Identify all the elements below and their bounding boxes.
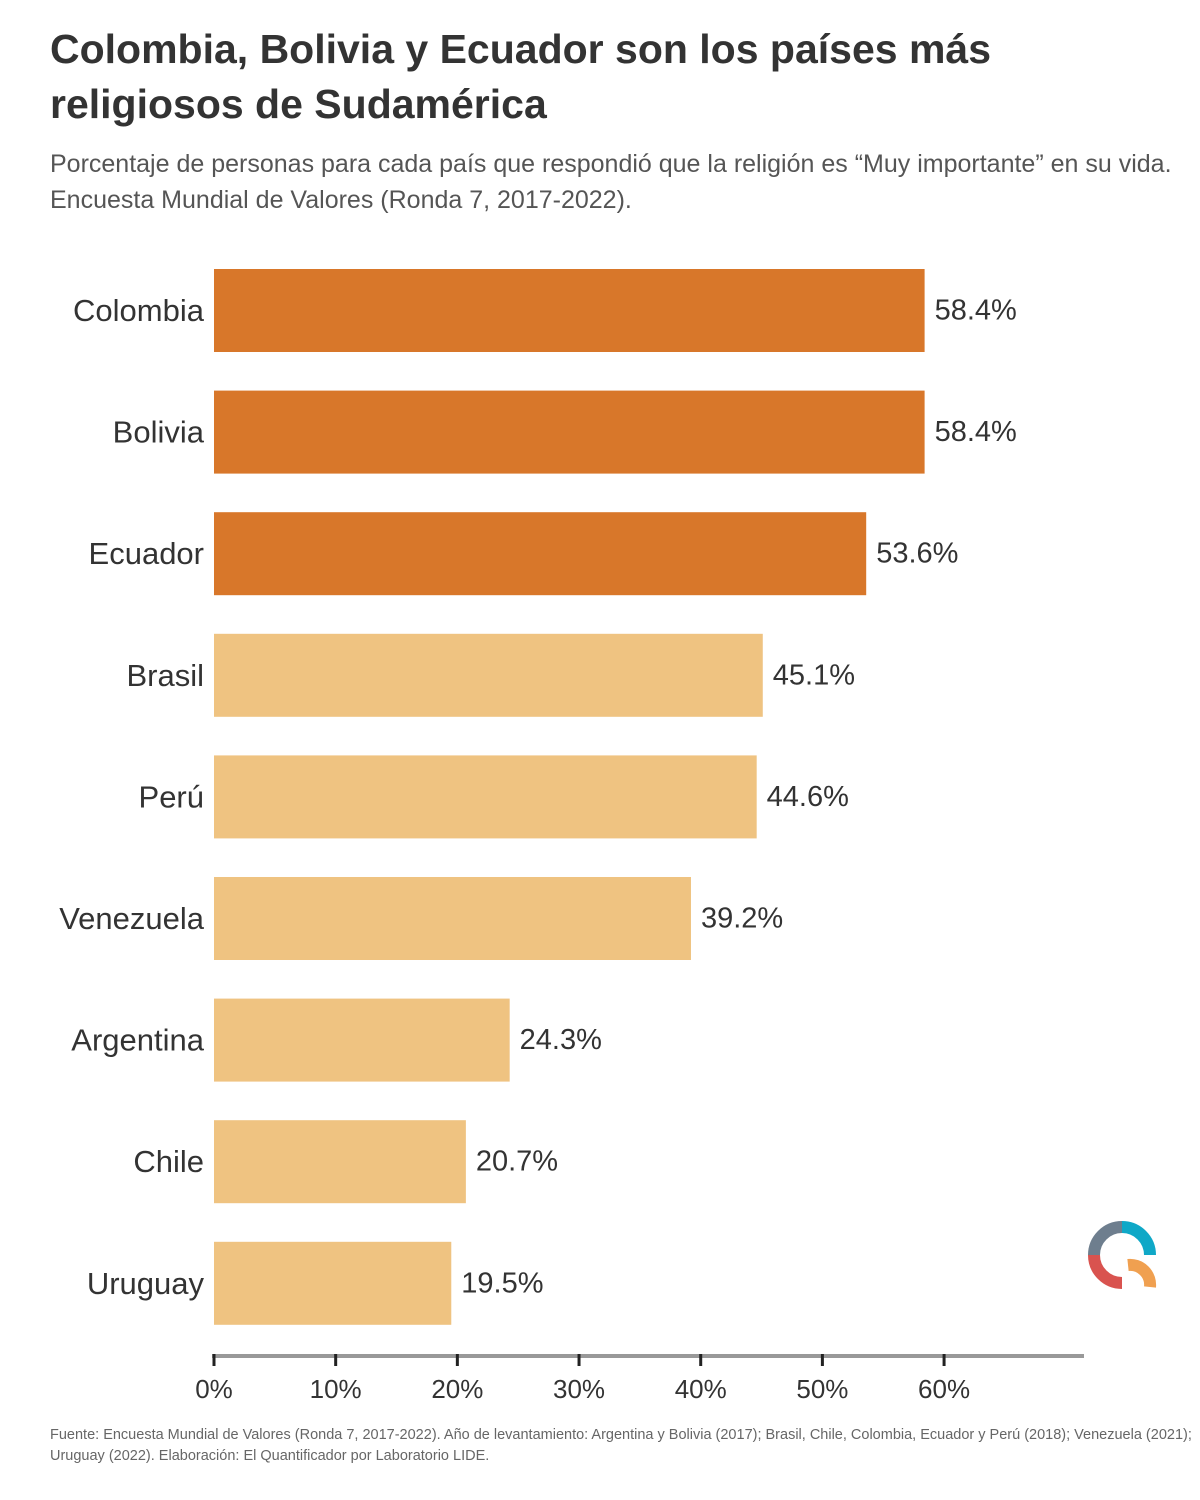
bar-argentina [214,998,510,1082]
value-label-colombia: 58.4% [935,295,1017,327]
bar-uruguay [214,1241,452,1325]
bar-brasil [214,633,763,717]
logo-arc-3 [1088,1254,1123,1289]
category-label-brasil: Brasil [126,658,204,693]
value-label-brasil: 45.1% [773,659,855,691]
value-label-uruguay: 19.5% [461,1267,543,1299]
category-label-ecuador: Ecuador [89,536,204,571]
x-tick-label-50: 50% [796,1374,848,1404]
bar-colombia [214,269,925,352]
category-label-uruguay: Uruguay [87,1266,205,1301]
x-tick-label-20: 20% [431,1374,483,1404]
bar-peru [214,755,757,839]
bar-chart: Colombia 58.4% Bolivia 58.4% Ecuador 53.6% Bra… [59,269,1084,1404]
value-label-ecuador: 53.6% [876,538,958,570]
bar-chile [214,1120,466,1204]
bar-bolivia [214,390,925,474]
bar-venezuela [214,877,691,960]
x-axis: 0% 10% 20% 30% 40% 50% 60% [195,1354,1084,1404]
x-tick-label-10: 10% [310,1374,362,1404]
quantificador-q-logo-icon [1088,1221,1157,1289]
x-tick-label-40: 40% [675,1374,727,1404]
category-label-bolivia: Bolivia [113,415,205,450]
x-tick-label-30: 30% [553,1374,605,1404]
category-label-argentina: Argentina [71,1023,204,1058]
category-label-chile: Chile [133,1144,204,1179]
chart-subtitle: Porcentaje de personas para cada país qu… [50,150,1172,214]
category-label-venezuela: Venezuela [59,901,205,936]
x-tick-label-60: 60% [918,1374,970,1404]
category-label-colombia: Colombia [73,293,205,328]
logo-arc-4 [1127,1258,1157,1288]
bars-layer: Colombia 58.4% Bolivia 58.4% Ecuador 53.6% Bra… [59,269,1017,1325]
bar-ecuador [214,512,867,596]
value-label-peru: 44.6% [767,781,849,813]
value-label-chile: 20.7% [476,1146,558,1178]
logo-arc-1 [1121,1221,1156,1256]
value-label-bolivia: 58.4% [935,416,1017,448]
category-label-peru: Perú [139,779,204,814]
chart-title: Colombia, Bolivia y Ecuador son los país… [50,26,992,127]
logo-arc-2 [1088,1221,1123,1256]
x-tick-label-0: 0% [195,1374,233,1404]
chart-source-note: Fuente: Encuesta Mundial de Valores (Ron… [50,1427,1192,1464]
value-label-argentina: 24.3% [520,1024,602,1056]
value-label-venezuela: 39.2% [701,903,783,935]
